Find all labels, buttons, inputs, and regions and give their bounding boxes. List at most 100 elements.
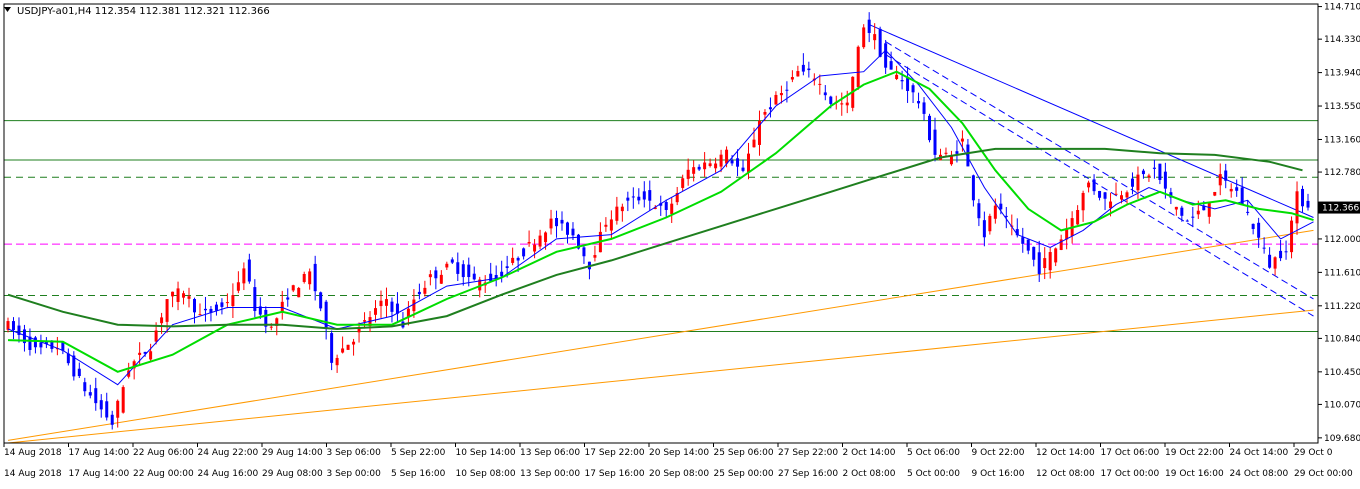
trendline[interactable] xyxy=(885,54,1314,317)
candle-body[interactable] xyxy=(308,271,312,285)
candle-body[interactable] xyxy=(1109,201,1113,209)
candle-body[interactable] xyxy=(971,175,975,201)
candle-body[interactable] xyxy=(187,296,191,299)
candle-body[interactable] xyxy=(1224,170,1228,181)
candle-body[interactable] xyxy=(231,295,235,307)
candle-body[interactable] xyxy=(993,205,997,219)
trendline[interactable] xyxy=(7,309,1314,444)
candle-body[interactable] xyxy=(538,235,542,247)
candle-body[interactable] xyxy=(922,102,926,114)
candle-body[interactable] xyxy=(642,191,646,200)
candle-body[interactable] xyxy=(44,341,48,345)
candle-body[interactable] xyxy=(928,115,932,141)
candle-body[interactable] xyxy=(116,400,120,418)
trendline[interactable] xyxy=(7,229,1314,441)
plot-area[interactable] xyxy=(4,12,1318,444)
candle-body[interactable] xyxy=(1065,228,1069,240)
candle-body[interactable] xyxy=(11,321,15,331)
candle-body[interactable] xyxy=(313,263,317,292)
candle-body[interactable] xyxy=(1268,254,1272,268)
candle-body[interactable] xyxy=(1130,178,1134,187)
candle-body[interactable] xyxy=(1251,223,1255,229)
candle-body[interactable] xyxy=(522,248,526,257)
candle-body[interactable] xyxy=(66,353,70,364)
candle-body[interactable] xyxy=(472,273,476,280)
candle-body[interactable] xyxy=(1246,211,1250,213)
candle-body[interactable] xyxy=(379,300,383,307)
candle-body[interactable] xyxy=(988,215,992,232)
candle-body[interactable] xyxy=(823,92,827,96)
candle-body[interactable] xyxy=(675,192,679,203)
candle-body[interactable] xyxy=(840,103,844,105)
candle-body[interactable] xyxy=(236,282,240,291)
candle-body[interactable] xyxy=(911,85,915,93)
candle-body[interactable] xyxy=(1273,257,1277,269)
candle-body[interactable] xyxy=(456,262,460,274)
candle-body[interactable] xyxy=(505,266,509,269)
candle-body[interactable] xyxy=(511,257,515,263)
candle-body[interactable] xyxy=(242,268,246,284)
candle-body[interactable] xyxy=(609,219,613,231)
moving-average-mid[interactable] xyxy=(7,70,1314,373)
candle-body[interactable] xyxy=(17,325,21,335)
candle-body[interactable] xyxy=(434,270,438,279)
candle-body[interactable] xyxy=(203,308,207,311)
candle-body[interactable] xyxy=(253,287,257,311)
candle-body[interactable] xyxy=(384,299,388,306)
candle-body[interactable] xyxy=(730,160,734,164)
candle-body[interactable] xyxy=(352,341,356,345)
candle-body[interactable] xyxy=(500,271,504,277)
candle-body[interactable] xyxy=(1026,239,1030,251)
candle-body[interactable] xyxy=(576,234,580,249)
candle-body[interactable] xyxy=(280,301,284,312)
candle-body[interactable] xyxy=(862,27,866,48)
candle-body[interactable] xyxy=(330,333,334,363)
candle-body[interactable] xyxy=(1092,179,1096,192)
candle-body[interactable] xyxy=(138,352,142,355)
candle-body[interactable] xyxy=(94,388,98,404)
candle-body[interactable] xyxy=(895,74,899,80)
candle-body[interactable] xyxy=(28,336,32,350)
candle-body[interactable] xyxy=(889,61,893,70)
candle-body[interactable] xyxy=(779,93,783,96)
candle-body[interactable] xyxy=(692,167,696,174)
candle-body[interactable] xyxy=(1185,220,1189,222)
candle-body[interactable] xyxy=(297,287,301,298)
candle-body[interactable] xyxy=(747,153,751,173)
candle-body[interactable] xyxy=(796,71,800,77)
candle-body[interactable] xyxy=(6,321,10,330)
candle-body[interactable] xyxy=(906,77,910,91)
candle-body[interactable] xyxy=(1306,200,1310,208)
candle-body[interactable] xyxy=(467,264,471,278)
candle-body[interactable] xyxy=(390,301,394,312)
candle-body[interactable] xyxy=(1136,174,1140,191)
candle-body[interactable] xyxy=(302,274,306,282)
triangle-down-icon[interactable] xyxy=(4,7,11,12)
candle-body[interactable] xyxy=(247,259,251,282)
candle-body[interactable] xyxy=(960,138,964,142)
candle-body[interactable] xyxy=(220,302,224,307)
candle-body[interactable] xyxy=(1191,216,1195,218)
candle-body[interactable] xyxy=(1081,192,1085,211)
candle-body[interactable] xyxy=(604,224,608,227)
candle-body[interactable] xyxy=(1240,187,1244,205)
candle-body[interactable] xyxy=(966,144,970,167)
candle-body[interactable] xyxy=(801,64,805,72)
candle-body[interactable] xyxy=(999,203,1003,210)
candle-body[interactable] xyxy=(374,308,378,315)
candle-body[interactable] xyxy=(395,303,399,314)
candle-body[interactable] xyxy=(406,308,410,317)
candle-body[interactable] xyxy=(637,196,641,201)
candle-body[interactable] xyxy=(593,255,597,258)
candle-body[interactable] xyxy=(1032,246,1036,260)
candle-body[interactable] xyxy=(264,309,268,327)
candle-body[interactable] xyxy=(555,218,559,227)
candle-body[interactable] xyxy=(291,285,295,291)
candle-body[interactable] xyxy=(478,279,482,291)
candle-body[interactable] xyxy=(615,206,619,221)
candle-body[interactable] xyxy=(99,400,103,410)
candle-body[interactable] xyxy=(1098,190,1102,198)
candle-body[interactable] xyxy=(1048,252,1052,271)
